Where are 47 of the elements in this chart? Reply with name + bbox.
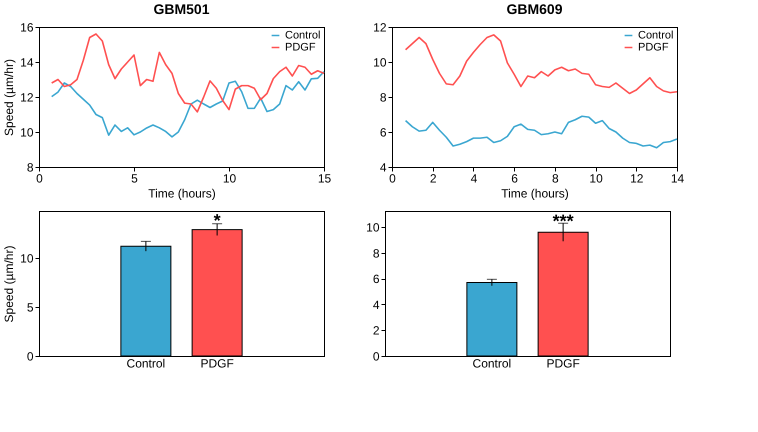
y-tick-label: 14 — [20, 56, 34, 70]
x-tick-label: 0 — [389, 172, 396, 186]
x-axis-title: Time (hours) — [148, 186, 216, 200]
legend-label: Control — [638, 30, 674, 42]
x-tick-label: PDGF — [200, 356, 234, 370]
line-series — [50, 70, 325, 138]
y-tick-label: 10 — [20, 126, 34, 140]
annotation: *** — [552, 210, 574, 231]
x-tick-label: 12 — [630, 172, 644, 186]
legend-label: PDGF — [638, 42, 669, 54]
x-tick-label: 8 — [552, 172, 560, 186]
x-tick-label: 5 — [131, 172, 138, 186]
y-tick-label: 12 — [373, 20, 387, 34]
y-tick-label: 10 — [366, 220, 380, 235]
annotation: * — [214, 210, 221, 231]
chart-title: GBM501 — [153, 1, 210, 17]
y-tick-label: 10 — [373, 56, 387, 70]
x-tick-label: 4 — [470, 172, 478, 186]
x-tick-label: Control — [472, 356, 512, 370]
y-tick-label: 5 — [26, 300, 34, 315]
chart-title: GBM609 — [506, 1, 563, 17]
x-tick-label: 10 — [222, 172, 236, 186]
legend-label: Control — [285, 30, 320, 42]
y-tick-label: 2 — [372, 324, 380, 338]
x-tick-label: 2 — [430, 172, 437, 186]
x-tick-label: 14 — [670, 172, 684, 186]
y-axis-title: Speed (µm/hr) — [2, 246, 16, 322]
y-tick-label: 8 — [26, 160, 34, 174]
y-tick-label: 8 — [372, 246, 380, 260]
y-tick-label: 4 — [380, 160, 387, 174]
x-tick-label: 6 — [511, 172, 518, 186]
y-tick-label: 10 — [20, 252, 34, 266]
line-series — [404, 115, 678, 149]
x-tick-label: Control — [126, 356, 166, 370]
legend-label: PDGF — [285, 42, 316, 54]
x-axis-title: Time (hours) — [501, 186, 569, 200]
y-tick-label: 6 — [380, 126, 387, 140]
x-tick-label: 10 — [589, 172, 604, 186]
x-tick-label: 0 — [36, 172, 44, 186]
y-tick-label: 12 — [20, 90, 34, 104]
y-axis-title: Speed (µm/hr) — [2, 59, 16, 136]
x-tick-label: PDGF — [546, 356, 580, 370]
y-tick-label: 8 — [380, 90, 387, 104]
y-tick-label: 6 — [372, 272, 380, 286]
y-tick-label: 4 — [372, 298, 380, 312]
x-tick-label: 15 — [318, 172, 332, 186]
y-tick-label: 16 — [20, 20, 34, 34]
